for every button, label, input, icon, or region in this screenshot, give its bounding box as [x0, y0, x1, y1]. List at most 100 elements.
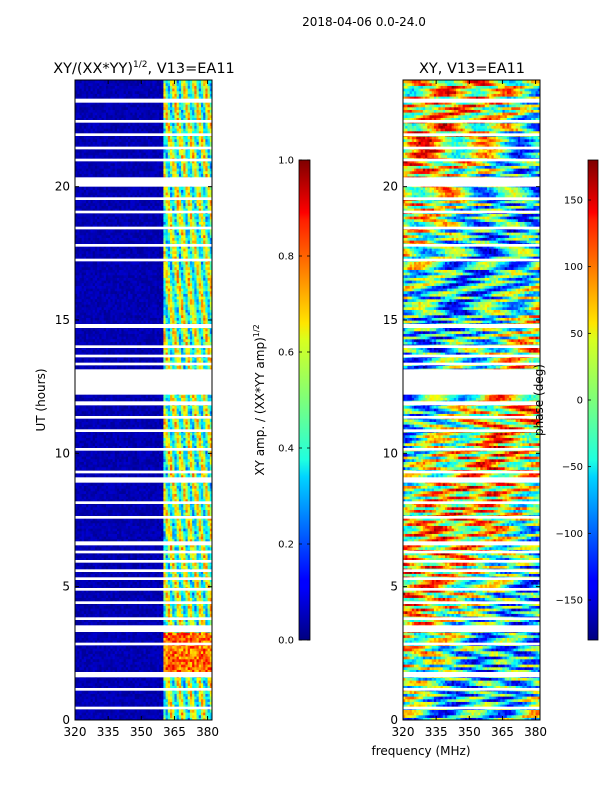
amp-colorbar-tick-label: 1.0 — [278, 156, 294, 167]
data-gap-band — [403, 416, 540, 419]
phase-colorbar-ticks: −150 −100 −50 0 50 100 150 — [556, 196, 591, 607]
data-gap-band — [403, 133, 540, 136]
phase-colorbar-tick-label: −150 — [556, 596, 583, 607]
x-tick-label: 335 — [97, 725, 120, 739]
data-gap-band — [75, 197, 212, 200]
amp-ylabel: UT (hours) — [34, 368, 48, 431]
phase-panel-title: XY, V13=EA11 — [419, 61, 525, 77]
data-gap-band — [403, 226, 540, 230]
x-tick-label: 365 — [491, 725, 514, 739]
data-gap-band — [75, 470, 212, 474]
data-gap-band — [403, 672, 540, 678]
data-gap-band — [403, 98, 540, 103]
data-gap-band — [75, 210, 212, 214]
y-tick-label: 0 — [62, 713, 70, 727]
data-gap-band — [403, 501, 540, 504]
amp-colorbar-label: XY amp. / (XX*YY amp)1/2 — [252, 324, 267, 475]
data-gap-band — [75, 617, 212, 620]
data-gap-band — [403, 625, 540, 632]
amp-axes-frame — [74, 79, 213, 721]
data-gap-band — [403, 550, 540, 554]
data-gap-band — [75, 362, 212, 366]
amp-title-prefix: XY/(XX*YY) — [53, 61, 133, 77]
data-gap-band — [403, 642, 540, 646]
data-gap-band — [403, 197, 540, 200]
phase-colorbar-label: phase (deg) — [532, 364, 546, 436]
x-tick-label: 365 — [163, 725, 186, 739]
data-gap-band — [75, 258, 212, 262]
data-gap-band — [75, 706, 212, 710]
data-gap-band — [75, 98, 212, 103]
data-gap-band — [403, 120, 540, 123]
data-gap-band — [75, 672, 212, 678]
data-gap-band — [403, 516, 540, 519]
data-gap-band — [75, 345, 212, 348]
y-tick-label: 20 — [383, 180, 398, 194]
data-gap-band — [75, 588, 212, 591]
x-tick-label: 350 — [458, 725, 481, 739]
data-gap-band — [75, 146, 212, 150]
data-gap-band — [75, 177, 212, 187]
data-gap-band — [75, 560, 212, 563]
data-gap-band — [403, 146, 540, 150]
data-gap-band — [75, 133, 212, 136]
data-gap-band — [75, 158, 212, 162]
data-gap-band — [403, 258, 540, 262]
data-gap-band — [75, 688, 212, 691]
data-gap-band — [403, 706, 540, 710]
amp-colorbar-tick-label: 0.0 — [278, 636, 294, 647]
amp-colorbar-tick-label: 0.4 — [278, 444, 294, 455]
data-gap-band — [75, 354, 212, 358]
data-gap-band — [75, 369, 212, 395]
data-gap-band — [403, 369, 540, 395]
amp-colorbar-tick-label: 0.6 — [278, 348, 294, 359]
data-gap-band — [75, 569, 212, 572]
amp-colorbar-label-prefix: XY amp. / (XX*YY amp) — [253, 337, 267, 475]
data-gap-band — [75, 120, 212, 123]
y-tick-label: 5 — [390, 580, 398, 594]
data-gap-band — [75, 541, 212, 546]
phase-colorbar-tick-label: 50 — [570, 329, 583, 340]
data-gap-band — [403, 569, 540, 572]
amp-colorbar-tick-label: 0.2 — [278, 540, 294, 551]
x-tick-label: 380 — [524, 725, 547, 739]
shared-xlabel: frequency (MHz) — [371, 744, 470, 758]
data-gap-band — [75, 577, 212, 580]
y-tick-label: 15 — [383, 313, 398, 327]
data-gap-band — [403, 588, 540, 591]
y-tick-label: 15 — [55, 313, 70, 327]
data-gap-band — [403, 448, 540, 451]
x-tick-label: 380 — [196, 725, 219, 739]
data-gap-band — [403, 617, 540, 620]
phase-colorbar-tick-label: 0 — [577, 396, 583, 407]
data-gap-band — [75, 642, 212, 646]
x-tick-label: 320 — [392, 725, 415, 739]
amp-title-suffix: , V13=EA11 — [148, 61, 235, 77]
data-gap-band — [75, 429, 212, 432]
x-tick-label: 320 — [64, 725, 87, 739]
data-gap-band — [403, 401, 540, 406]
data-gap-band — [75, 501, 212, 504]
y-tick-label: 0 — [390, 713, 398, 727]
phase-colorbar-tick-label: −50 — [562, 462, 583, 473]
x-tick-label: 335 — [425, 725, 448, 739]
data-gap-band — [403, 470, 540, 474]
figure-suptitle: 2018-04-06 0.0-24.0 — [302, 15, 426, 29]
amp-heatmap — [75, 80, 212, 720]
data-gap-band — [403, 244, 540, 247]
data-gap-band — [403, 354, 540, 358]
data-gap-band — [75, 226, 212, 230]
data-gap-band — [403, 688, 540, 691]
phase-heatmap — [403, 80, 540, 720]
amp-colorbar-tick-label: 0.8 — [278, 252, 294, 263]
x-tick-label: 350 — [130, 725, 153, 739]
phase-axis-ticks: 320 335 350 365 380 0 5 10 15 20 — [383, 80, 547, 739]
data-gap-band — [403, 560, 540, 563]
data-gap-band — [75, 516, 212, 519]
y-tick-label: 10 — [55, 446, 70, 460]
data-gap-band — [403, 577, 540, 580]
amp-title-exponent: 1/2 — [133, 60, 147, 70]
data-gap-band — [75, 448, 212, 451]
phase-colorbar-tick-label: 150 — [564, 196, 583, 207]
